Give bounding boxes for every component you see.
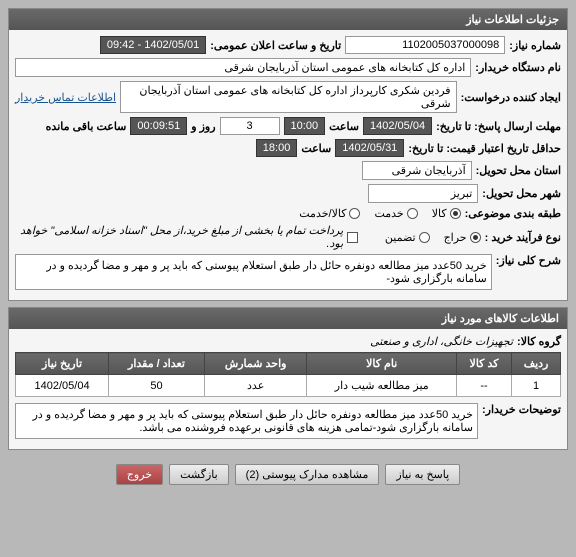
cell-qty: 50 (109, 375, 205, 397)
radio-icon (470, 232, 481, 243)
validity-date: 1402/05/31 (335, 139, 404, 157)
cell-idx: 1 (512, 375, 561, 397)
goods-panel: اطلاعات کالاهای مورد نیاز گروه کالا: تجه… (8, 307, 568, 450)
buyer-value: اداره کل کتابخانه های عمومی استان آذربای… (15, 58, 471, 77)
process-group: حراج تضمین (385, 231, 481, 244)
deadline-date: 1402/05/04 (363, 117, 432, 135)
attachments-button[interactable]: مشاهده مدارک پیوستی (2) (235, 464, 380, 485)
process-opt-auction-label: حراج (444, 231, 467, 244)
panel1-header: جزئیات اطلاعات نیاز (9, 9, 567, 30)
province-label: استان محل تحویل: (476, 164, 561, 177)
subject-type-label: طبقه بندی موضوعی: (465, 207, 561, 220)
validity-label: حداقل تاریخ اعتبار قیمت: تا تاریخ: (408, 142, 561, 155)
cell-unit: عدد (204, 375, 307, 397)
deadline-time: 10:00 (284, 117, 326, 135)
payment-note: پرداخت تمام یا بخشی از مبلغ خرید،از محل … (15, 224, 343, 250)
table-row[interactable]: 1 -- میز مطالعه شیب دار عدد 50 1402/05/0… (16, 375, 561, 397)
group-label: گروه کالا: (517, 335, 561, 348)
creator-value: فردین شکری کارپرداز اداره کل کتابخانه ها… (120, 81, 457, 113)
radio-icon (450, 208, 461, 219)
announce-value: 1402/05/01 - 09:42 (100, 36, 206, 54)
subject-opt-service-label: خدمت (374, 207, 403, 220)
cell-code: -- (456, 375, 511, 397)
process-opt-guarantee-label: تضمین (385, 231, 416, 244)
buyer-label: نام دستگاه خریدار: (475, 61, 561, 74)
col-date: تاریخ نیاز (16, 353, 109, 375)
subject-type-group: کالا خدمت کالا/خدمت (299, 207, 460, 220)
group-value: تجهیزات خانگی، اداری و صنعتی (370, 335, 513, 348)
panel2-header: اطلاعات کالاهای مورد نیاز (9, 308, 567, 329)
payment-checkbox[interactable] (347, 232, 358, 243)
subject-opt-both[interactable]: کالا/خدمت (299, 207, 360, 220)
subject-opt-goods-label: کالا (432, 207, 447, 220)
validity-time: 18:00 (256, 139, 298, 157)
days-value: 3 (220, 117, 280, 135)
radio-icon (419, 232, 430, 243)
city-label: شهر محل تحویل: (482, 187, 561, 200)
radio-icon (407, 208, 418, 219)
subject-opt-service[interactable]: خدمت (374, 207, 417, 220)
cell-name: میز مطالعه شیب دار (307, 375, 456, 397)
buyer-note-text: خرید 50عدد میز مطالعه دونفره حائل دار طب… (15, 403, 478, 439)
col-code: کد کالا (456, 353, 511, 375)
buyer-note-label: توضیحات خریدار: (482, 403, 561, 416)
need-no-value: 1102005037000098 (345, 36, 505, 54)
time-label-2: ساعت (301, 142, 331, 155)
cell-date: 1402/05/04 (16, 375, 109, 397)
creator-label: ایجاد کننده درخواست: (461, 91, 561, 104)
col-unit: واحد شمارش (204, 353, 307, 375)
countdown-suffix: ساعت باقی مانده (46, 120, 127, 133)
announce-label: تاریخ و ساعت اعلان عمومی: (210, 39, 341, 52)
process-label: نوع فرآیند خرید : (485, 231, 561, 244)
contact-link[interactable]: اطلاعات تماس خریدار (15, 91, 116, 104)
footer-actions: پاسخ به نیاز مشاهده مدارک پیوستی (2) باز… (8, 456, 568, 487)
col-name: نام کالا (307, 353, 456, 375)
city-value: تبریز (368, 184, 478, 203)
subject-opt-goods[interactable]: کالا (432, 207, 461, 220)
radio-icon (349, 208, 360, 219)
respond-button[interactable]: پاسخ به نیاز (385, 464, 460, 485)
back-button[interactable]: بازگشت (169, 464, 229, 485)
subject-opt-both-label: کالا/خدمت (299, 207, 346, 220)
days-suffix: روز و (191, 120, 215, 133)
process-opt-auction[interactable]: حراج (444, 231, 481, 244)
province-value: آذربایجان شرقی (362, 161, 472, 180)
col-qty: تعداد / مقدار (109, 353, 205, 375)
need-no-label: شماره نیاز: (509, 39, 561, 52)
desc-label: شرح کلی نیاز: (496, 254, 561, 267)
process-opt-guarantee[interactable]: تضمین (385, 231, 430, 244)
countdown-value: 00:09:51 (130, 117, 187, 135)
need-details-panel: جزئیات اطلاعات نیاز شماره نیاز: 11020050… (8, 8, 568, 301)
desc-text: خرید 50عدد میز مطالعه دونفره حائل دار طب… (15, 254, 492, 290)
col-idx: ردیف (512, 353, 561, 375)
time-label-1: ساعت (329, 120, 359, 133)
exit-button[interactable]: خروج (116, 464, 163, 485)
goods-table: ردیف کد کالا نام کالا واحد شمارش تعداد /… (15, 352, 561, 397)
deadline-label: مهلت ارسال پاسخ: تا تاریخ: (436, 120, 561, 133)
